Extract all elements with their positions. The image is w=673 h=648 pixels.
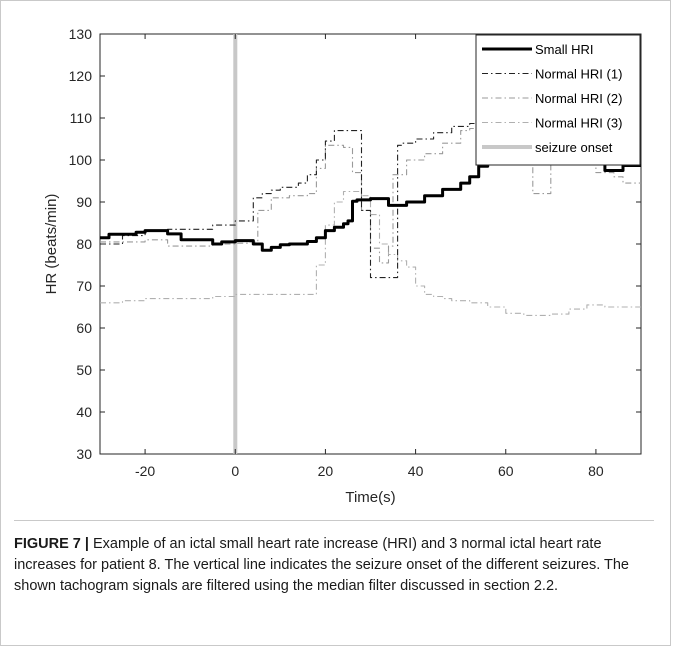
y-tick-label: 30 (76, 446, 92, 462)
caption-divider (14, 520, 654, 521)
x-axis-label: Time(s) (345, 489, 395, 506)
y-tick-label: 60 (76, 320, 92, 336)
x-tick-label: 80 (588, 463, 604, 479)
legend-label-normal-hri-2: Normal HRI (2) (535, 91, 622, 106)
hr-chart: -20 0 20 40 60 80 30 40 50 60 70 80 90 100 110 120 130 T… (43, 26, 642, 506)
y-axis-label: HR (beats/min) (43, 194, 60, 295)
figure-label: FIGURE 7 | (14, 536, 89, 552)
legend-label-normal-hri-1: Normal HRI (1) (535, 67, 622, 82)
caption-text: Example of an ictal small heart rate inc… (14, 536, 629, 594)
series-line-normal-hri-3 (100, 190, 641, 316)
y-tick-label: 50 (76, 362, 92, 378)
x-tick-label: -20 (135, 463, 155, 479)
y-tick-label: 100 (69, 152, 93, 168)
figure-caption: FIGURE 7 | Example of an ictal small hea… (14, 534, 654, 597)
y-tick-label: 120 (69, 68, 93, 84)
y-tick-label: 110 (70, 110, 93, 126)
series-line-normal-hri-2 (100, 125, 641, 264)
series-line-normal-hri-1 (100, 121, 488, 279)
legend-label-normal-hri-3: Normal HRI (3) (535, 116, 622, 131)
y-tick-label: 40 (76, 404, 92, 420)
y-tick-label: 90 (76, 194, 92, 210)
x-tick-label: 0 (231, 463, 239, 479)
y-tick-label: 70 (76, 278, 92, 294)
legend-label-small-hri: Small HRI (535, 42, 594, 57)
y-tick-label: 130 (69, 26, 93, 42)
x-tick-label: 60 (498, 463, 514, 479)
y-tick-label: 80 (76, 236, 92, 252)
legend: Small HRI Normal HRI (1) Normal HRI (2) Nor… (475, 34, 641, 166)
legend-label-seizure-onset: seizure onset (535, 140, 613, 155)
x-tick-label: 20 (318, 463, 334, 479)
x-tick-label: 40 (408, 463, 424, 479)
legend-box (475, 34, 641, 166)
